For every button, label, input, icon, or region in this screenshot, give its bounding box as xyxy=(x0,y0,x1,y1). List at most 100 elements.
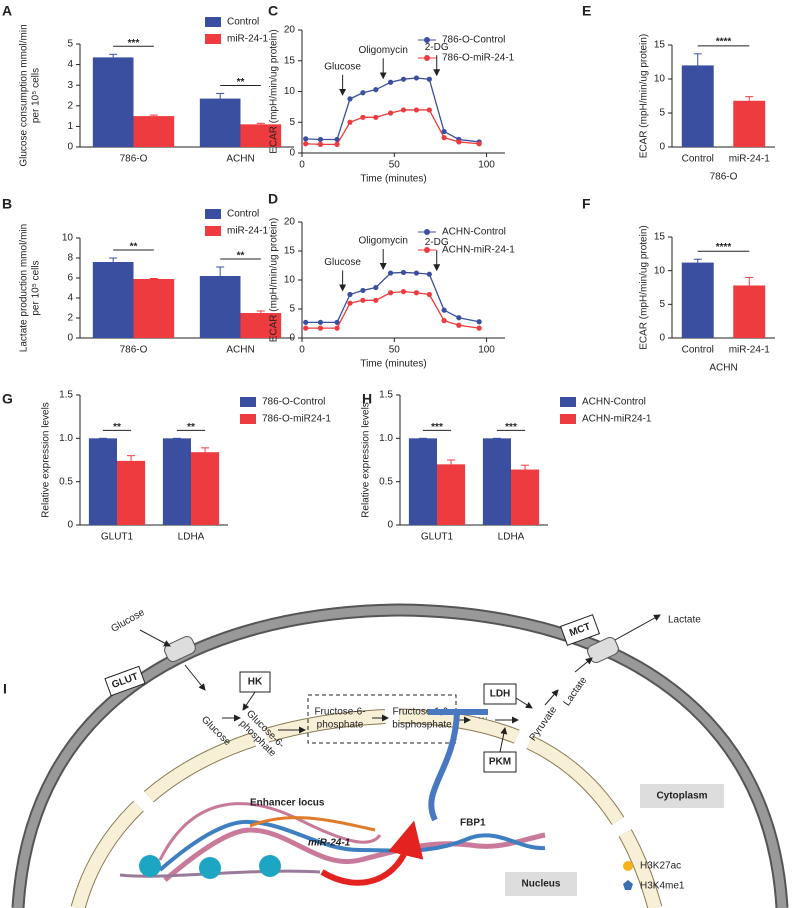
panel-label: H xyxy=(362,391,372,407)
bar xyxy=(511,469,540,525)
point xyxy=(387,270,394,276)
x-tick-label: 786-O xyxy=(120,345,148,356)
point xyxy=(317,141,324,147)
significance: ** xyxy=(187,422,195,433)
y-axis-label: per 10⁵ cells xyxy=(31,68,42,123)
legend-label: 786-O-Control xyxy=(262,397,325,408)
significance: *** xyxy=(505,422,517,433)
y-axis-label: ECAR (mpH/min/ug protein) xyxy=(639,225,650,349)
legend-marker xyxy=(560,414,576,424)
y-tick-label: 0 xyxy=(659,142,665,153)
point xyxy=(400,76,407,82)
point xyxy=(347,119,353,125)
bar xyxy=(92,262,134,338)
x-tick-label: ACHN xyxy=(226,154,254,165)
label: Pyruvate xyxy=(528,704,560,743)
significance: ** xyxy=(237,77,245,88)
dna xyxy=(163,827,546,882)
annotation: Oligomycin xyxy=(358,45,407,56)
arrow xyxy=(515,697,533,709)
point xyxy=(413,290,420,296)
point xyxy=(347,291,353,298)
significance: ** xyxy=(130,242,138,253)
y-axis-label: Relative expression levels xyxy=(361,402,372,518)
y-tick-label: 5 xyxy=(289,304,295,315)
y-tick-label: 20 xyxy=(284,25,296,36)
histone xyxy=(139,855,161,877)
point xyxy=(426,76,432,82)
bar xyxy=(681,65,714,147)
point xyxy=(441,307,447,313)
legend-label: miR-24-1 xyxy=(227,34,269,45)
y-tick-label: 0.5 xyxy=(59,476,73,487)
y-axis-label: Lactate production mmol/min xyxy=(19,224,30,352)
point xyxy=(400,289,407,295)
point xyxy=(303,325,309,331)
legend-marker xyxy=(205,34,221,44)
x-tick-label: GLUT1 xyxy=(101,532,134,543)
legend-label: 786-O-miR-24-1 xyxy=(442,53,515,64)
label: FBP1 xyxy=(460,818,486,829)
panel-label: A xyxy=(2,3,12,19)
point xyxy=(347,300,353,306)
point xyxy=(360,297,366,303)
y-tick-label: 1.5 xyxy=(379,390,393,401)
x-tick-label: Control xyxy=(682,154,714,165)
point xyxy=(360,287,366,294)
point xyxy=(413,270,420,276)
y-axis-label: Glucose consumption mmol/min xyxy=(19,24,30,166)
legend-label: Control xyxy=(227,209,259,220)
legend-marker xyxy=(205,17,221,27)
y-tick-label: 10 xyxy=(284,86,296,97)
point xyxy=(373,87,379,93)
bar xyxy=(117,460,146,525)
x-tick-label: Control xyxy=(682,345,714,356)
y-tick-label: 1 xyxy=(67,121,73,132)
x-tick-label: LDHA xyxy=(498,532,525,543)
x-tick-label: miR-24-1 xyxy=(729,154,771,165)
y-tick-label: 4 xyxy=(67,59,73,70)
y-axis-label: ECAR (mpH/min/ug protein) xyxy=(639,34,650,158)
y-tick-label: 5 xyxy=(289,117,295,128)
label: Glucose xyxy=(199,714,233,748)
panel-label: F xyxy=(582,196,591,212)
bar xyxy=(240,313,282,338)
label: PKM xyxy=(489,757,511,768)
point xyxy=(387,110,394,116)
legend-label: ACHN-miR-24-1 xyxy=(442,245,515,256)
arrow xyxy=(499,727,508,753)
y-tick-label: 20 xyxy=(284,217,296,228)
point xyxy=(476,325,482,331)
point xyxy=(426,271,432,277)
y-tick-label: 1.0 xyxy=(379,433,393,444)
x-tick-label: 786-O xyxy=(120,154,148,165)
y-axis-label: per 10⁵ cells xyxy=(31,260,42,315)
legend-marker xyxy=(424,37,430,43)
bar xyxy=(681,262,714,338)
point xyxy=(387,290,394,296)
nuclear-envelope-inner xyxy=(71,709,662,908)
annotation: Glucose xyxy=(324,62,361,73)
annotation: Oligomycin xyxy=(358,236,407,247)
label-box xyxy=(640,784,724,808)
legend-marker xyxy=(424,247,430,253)
bar xyxy=(133,279,175,338)
legend-label: Control xyxy=(227,17,259,28)
significance: **** xyxy=(716,242,732,253)
y-tick-label: 4 xyxy=(67,293,73,304)
y-tick-label: 10 xyxy=(654,74,666,85)
point xyxy=(476,319,482,325)
y-tick-label: 0 xyxy=(67,333,73,344)
y-tick-label: 0 xyxy=(387,520,393,531)
x-tick-label: 0 xyxy=(299,160,305,171)
panel-label: C xyxy=(268,3,278,19)
dna xyxy=(158,819,546,872)
x-tick-label: ACHN xyxy=(226,345,254,356)
arrow xyxy=(614,614,661,641)
y-tick-label: 0 xyxy=(289,148,295,159)
point xyxy=(303,141,309,147)
point xyxy=(373,114,379,120)
diagram: I Glucose GLUT HK Glucose Glucose-6- pho… xyxy=(3,603,789,908)
annotation: Glucose xyxy=(324,257,361,268)
legend-marker xyxy=(424,229,430,235)
